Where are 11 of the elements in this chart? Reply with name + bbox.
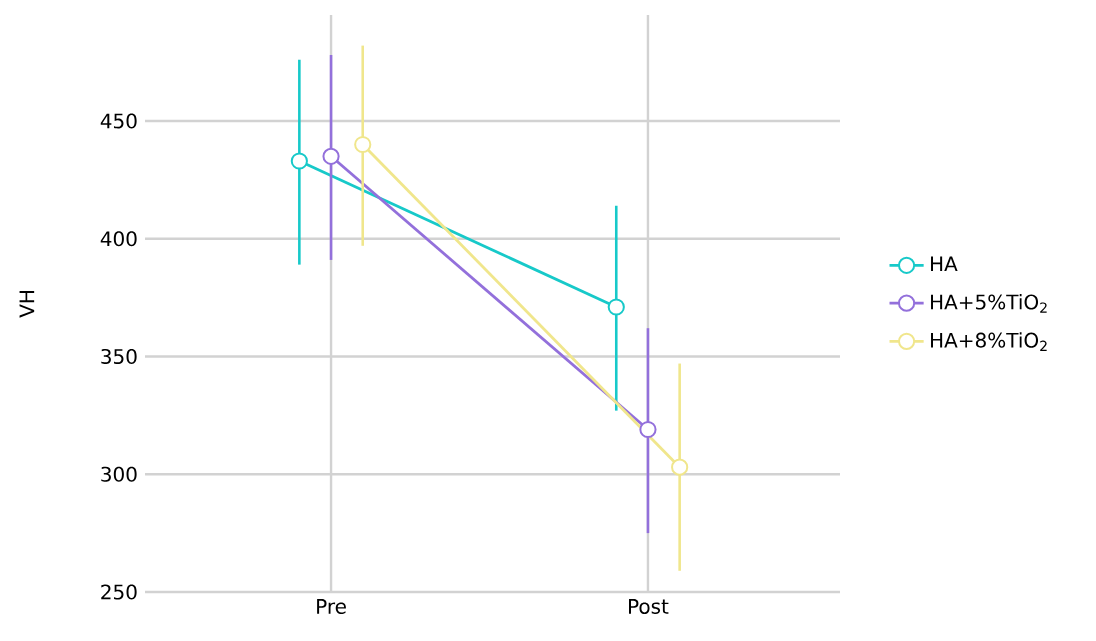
y-tick-label: 450	[100, 113, 137, 129]
x-tick-label: Post	[629, 599, 669, 614]
y-tick-label: 400	[100, 231, 137, 247]
y-tick-label: 300	[101, 466, 137, 482]
y-axis-title: VH	[19, 291, 35, 318]
legend-label: HA+8%TiO$_{2}$	[931, 332, 1047, 351]
legend-label: HA+5%TiO$_{2}$	[931, 294, 1047, 313]
y-tick-label: 350	[101, 348, 137, 365]
x-tick-label: Pre	[317, 599, 346, 614]
legend-label: HA	[931, 256, 958, 272]
y-tick-label: 250	[101, 584, 137, 600]
